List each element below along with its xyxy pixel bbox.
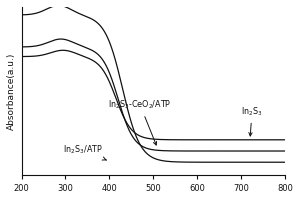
Text: In$_2$S$_3$/ATP: In$_2$S$_3$/ATP: [63, 144, 106, 160]
Y-axis label: Absorbance(a.u.): Absorbance(a.u.): [7, 52, 16, 130]
Text: In$_2$S$_3$: In$_2$S$_3$: [241, 105, 263, 136]
Text: In$_2$S$_3$-CeO$_2$/ATP: In$_2$S$_3$-CeO$_2$/ATP: [108, 99, 172, 145]
